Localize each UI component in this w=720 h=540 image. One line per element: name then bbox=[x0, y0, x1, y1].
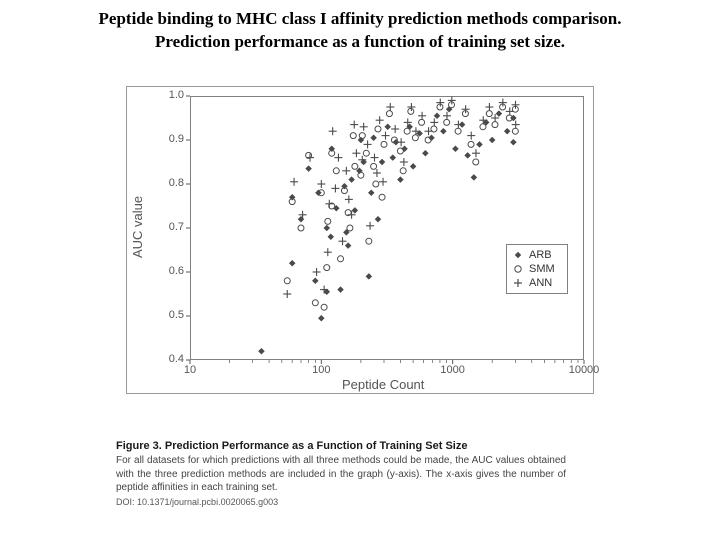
circle-icon bbox=[511, 262, 525, 276]
y-tick-label: 0.8 bbox=[162, 177, 184, 189]
diamond-icon bbox=[511, 248, 525, 262]
y-tick-label: 0.9 bbox=[162, 133, 184, 145]
legend-item: ANN bbox=[511, 276, 561, 290]
caption-title: Figure 3. Prediction Performance as a Fu… bbox=[116, 440, 566, 452]
figure-caption: Figure 3. Prediction Performance as a Fu… bbox=[116, 440, 566, 507]
chart-container: 0.40.50.60.70.80.91.010100100010000AUC v… bbox=[120, 80, 600, 400]
legend-label: SMM bbox=[529, 262, 555, 276]
y-tick-label: 1.0 bbox=[162, 89, 184, 101]
title-line-2: Prediction performance as a function of … bbox=[0, 31, 720, 54]
y-axis-label: AUC value bbox=[130, 196, 145, 258]
x-tick-label: 100 bbox=[301, 364, 341, 376]
chart-legend: ARBSMMANN bbox=[506, 244, 568, 294]
caption-doi: DOI: 10.1371/journal.pcbi.0020065.g003 bbox=[116, 497, 566, 507]
y-tick-label: 0.5 bbox=[162, 309, 184, 321]
legend-label: ARB bbox=[529, 248, 552, 262]
chart-svg bbox=[190, 96, 584, 360]
legend-item: ARB bbox=[511, 248, 561, 262]
title-line-1: Peptide binding to MHC class I affinity … bbox=[0, 8, 720, 31]
page-title-block: Peptide binding to MHC class I affinity … bbox=[0, 0, 720, 54]
x-axis-label: Peptide Count bbox=[342, 377, 424, 392]
x-tick-label: 10000 bbox=[564, 364, 604, 376]
page-root: Peptide binding to MHC class I affinity … bbox=[0, 0, 720, 540]
caption-body: For all datasets for which predictions w… bbox=[116, 454, 566, 495]
legend-item: SMM bbox=[511, 262, 561, 276]
x-tick-label: 10 bbox=[170, 364, 210, 376]
x-tick-label: 1000 bbox=[433, 364, 473, 376]
legend-label: ANN bbox=[529, 276, 552, 290]
y-tick-label: 0.6 bbox=[162, 265, 184, 277]
y-tick-label: 0.7 bbox=[162, 221, 184, 233]
plus-icon bbox=[511, 276, 525, 290]
